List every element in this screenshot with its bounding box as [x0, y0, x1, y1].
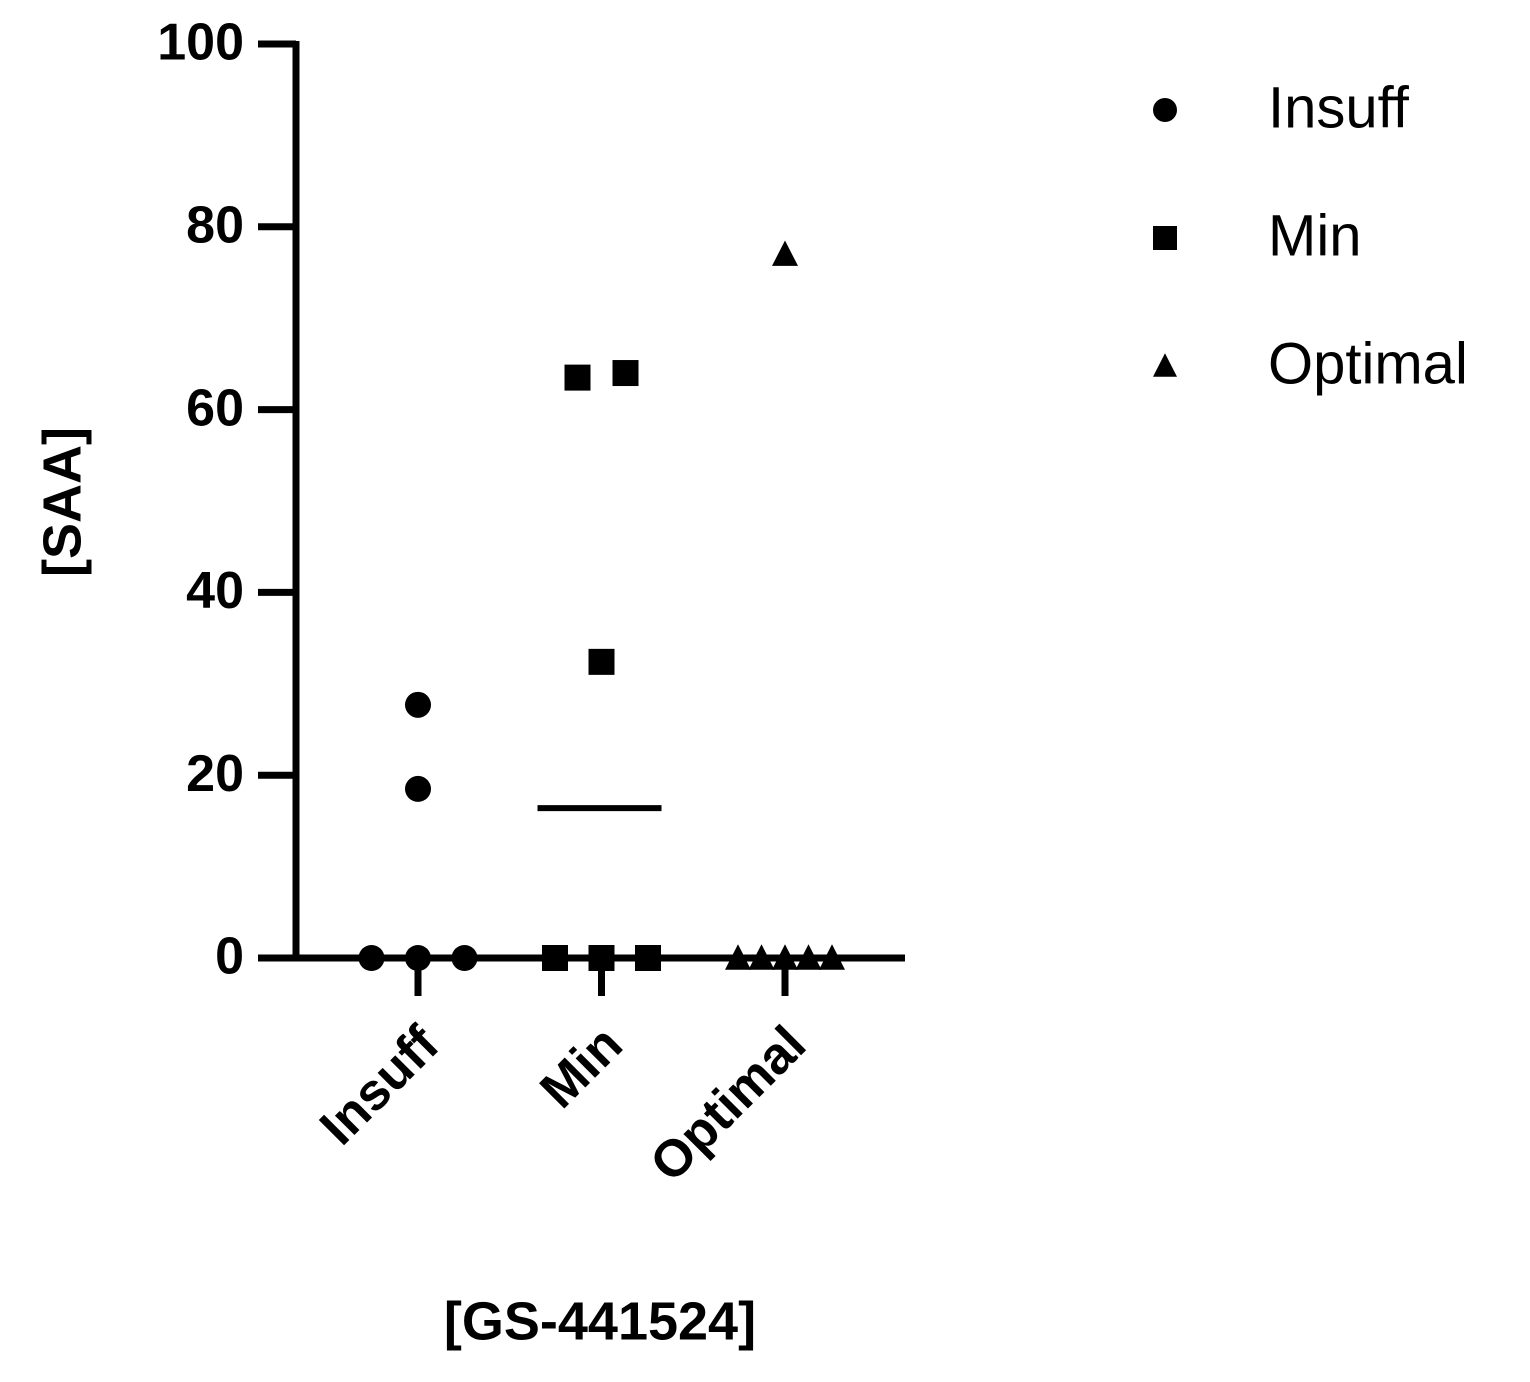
- legend-marker: [1153, 98, 1177, 122]
- y-tick-label: 60: [186, 379, 244, 437]
- legend-label: Insuff: [1268, 75, 1410, 140]
- y-tick-label: 0: [215, 928, 244, 986]
- data-point: [542, 945, 568, 971]
- data-point: [772, 240, 798, 266]
- legend-marker: [1153, 353, 1177, 377]
- legend-marker: [1153, 226, 1177, 250]
- y-tick-label: 20: [186, 745, 244, 803]
- x-tick-label: Insuff: [309, 1015, 451, 1157]
- data-point: [635, 945, 661, 971]
- data-point: [405, 775, 431, 802]
- y-axis-label: [SAA]: [32, 427, 92, 577]
- legend-label: Optimal: [1268, 331, 1468, 396]
- data-point: [588, 945, 615, 971]
- legend-label: Min: [1268, 203, 1361, 268]
- x-axis-label: [GS-441524]: [444, 1291, 756, 1351]
- data-point: [588, 648, 615, 675]
- data-point: [564, 364, 591, 391]
- y-tick-label: 100: [157, 14, 244, 72]
- x-tick-label: Optimal: [639, 1015, 817, 1193]
- data-point: [612, 360, 639, 387]
- data-point: [405, 691, 431, 718]
- x-tick-label: Min: [529, 1015, 633, 1119]
- y-tick-label: 80: [186, 197, 244, 255]
- y-tick-label: 40: [186, 562, 244, 620]
